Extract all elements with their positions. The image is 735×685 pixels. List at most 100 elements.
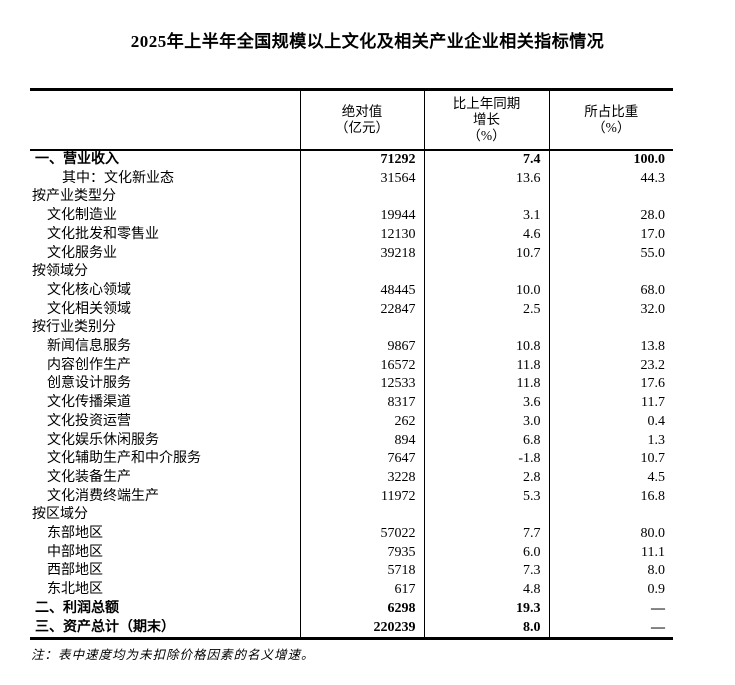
header-line: （%） (467, 128, 506, 143)
share-cell: — (548, 599, 673, 619)
header-line: 绝对值 (341, 104, 383, 119)
table-row: 文化辅助生产和中介服务 7647 -1.8 10.7 (30, 450, 673, 469)
table-row: 东部地区 57022 7.7 80.0 (30, 525, 673, 544)
growth-cell: 13.6 (423, 169, 549, 189)
share-cell: 68.0 (548, 281, 673, 301)
growth-cell: 8.0 (423, 618, 549, 639)
share-cell: 17.6 (548, 375, 673, 395)
share-cell: 44.3 (548, 169, 673, 189)
row-label-cell: 按行业类别分 (32, 320, 116, 336)
row-label-cell: 二、利润总额 (35, 600, 119, 616)
absolute-value-cell (299, 319, 424, 339)
growth-cell: 3.6 (423, 394, 549, 413)
table-row: 内容创作生产 16572 11.8 23.2 (30, 356, 673, 376)
share-cell: 10.7 (548, 450, 673, 469)
share-cell: 4.5 (548, 468, 673, 488)
table-row: 按行业类别分 (30, 319, 673, 339)
row-label-cell: 按产业类型分 (32, 189, 116, 205)
growth-cell: 5.3 (423, 487, 549, 507)
absolute-value-cell: 39218 (299, 244, 424, 264)
row-label-cell: 其中：文化新业态 (62, 170, 174, 186)
row-label-cell: 西部地区 (47, 563, 103, 579)
absolute-value-cell: 12533 (299, 375, 424, 395)
table-row: 文化核心领域 48445 10.0 68.0 (30, 281, 673, 301)
growth-cell: 19.3 (423, 599, 549, 619)
absolute-value-cell: 5718 (299, 562, 424, 582)
absolute-value-cell: 3228 (299, 468, 424, 488)
absolute-value-cell (299, 188, 424, 208)
growth-cell: 2.8 (423, 468, 549, 488)
growth-cell: -1.8 (423, 450, 549, 469)
header-line: 所占比重 (584, 104, 639, 119)
absolute-value-cell: 48445 (299, 281, 424, 301)
row-label-cell: 文化传播渠道 (47, 395, 131, 411)
share-cell: 23.2 (548, 356, 673, 376)
growth-cell: 7.4 (423, 150, 549, 170)
table-row: 文化批发和零售业 12130 4.6 17.0 (30, 225, 673, 245)
growth-cell (423, 506, 549, 526)
row-label-cell: 一、营业收入 (35, 152, 119, 167)
growth-cell: 10.7 (423, 244, 549, 264)
row-label-cell: 文化批发和零售业 (47, 226, 159, 242)
header-line: （%） (592, 120, 631, 135)
col-header-absolute-value: 绝对值 （亿元） (299, 89, 424, 150)
share-cell: 16.8 (548, 487, 673, 507)
table-row: 一、营业收入 71292 7.4 100.0 (30, 150, 673, 170)
header-line: 比上年同期 (452, 96, 521, 111)
absolute-value-cell: 22847 (299, 300, 424, 320)
absolute-value-cell: 617 (299, 581, 424, 600)
share-cell: 11.1 (548, 543, 673, 563)
table-row: 文化相关领域 22847 2.5 32.0 (30, 300, 673, 320)
table-row: 东北地区 617 4.8 0.9 (30, 581, 673, 600)
growth-cell: 4.6 (423, 225, 549, 245)
growth-cell: 11.8 (423, 356, 549, 376)
header-line: 增长 (473, 112, 500, 127)
absolute-value-cell (299, 263, 424, 282)
table-row: 文化娱乐休闲服务 894 6.8 1.3 (30, 431, 673, 451)
col-header-indicator (30, 90, 300, 151)
table-row: 新闻信息服务 9867 10.8 13.8 (30, 338, 673, 357)
growth-cell: 7.3 (423, 562, 549, 582)
table-row: 按区域分 (30, 506, 673, 526)
absolute-value-cell: 7935 (299, 543, 424, 563)
growth-cell: 7.7 (423, 525, 549, 544)
footnote: 注：表中速度均为未扣除价格因素的名义增速。 (31, 648, 315, 662)
header-line: （亿元） (335, 120, 389, 135)
growth-cell: 3.0 (423, 412, 549, 432)
absolute-value-cell: 8317 (299, 394, 424, 413)
table-row: 三、资产总计（期末） 220239 8.0 — (30, 618, 673, 639)
absolute-value-cell: 31564 (299, 169, 424, 189)
absolute-value-cell: 19944 (299, 207, 424, 226)
row-label-cell: 文化辅助生产和中介服务 (47, 451, 201, 467)
absolute-value-cell: 16572 (299, 356, 424, 376)
share-cell (548, 188, 673, 208)
table-row: 中部地区 7935 6.0 11.1 (30, 543, 673, 563)
growth-cell: 10.8 (423, 338, 549, 357)
absolute-value-cell: 6298 (299, 599, 424, 619)
table-row: 文化制造业 19944 3.1 28.0 (30, 207, 673, 226)
table-row: 西部地区 5718 7.3 8.0 (30, 562, 673, 582)
indicators-table: 绝对值 （亿元） 比上年同期 增长 （%） 所占比重 （%） 一、营业收入 71… (30, 88, 673, 641)
growth-cell (423, 319, 549, 339)
growth-cell: 4.8 (423, 581, 549, 600)
share-cell: 100.0 (548, 150, 673, 170)
share-cell: — (548, 618, 673, 639)
row-label-cell: 文化装备生产 (47, 469, 131, 485)
table-row: 文化服务业 39218 10.7 55.0 (30, 244, 673, 264)
row-label-cell: 东部地区 (47, 526, 103, 542)
growth-cell: 3.1 (423, 207, 549, 226)
absolute-value-cell: 262 (299, 412, 424, 432)
absolute-value-cell: 9867 (299, 338, 424, 357)
growth-cell: 6.0 (423, 543, 549, 563)
share-cell: 1.3 (548, 431, 673, 451)
share-cell: 8.0 (548, 562, 673, 582)
share-cell (548, 506, 673, 526)
absolute-value-cell: 71292 (299, 150, 424, 170)
absolute-value-cell: 11972 (299, 487, 424, 507)
share-cell: 0.9 (548, 581, 673, 600)
share-cell: 80.0 (548, 525, 673, 544)
growth-cell: 11.8 (423, 375, 549, 395)
row-label-cell: 文化消费终端生产 (47, 488, 159, 504)
growth-cell: 10.0 (423, 281, 549, 301)
